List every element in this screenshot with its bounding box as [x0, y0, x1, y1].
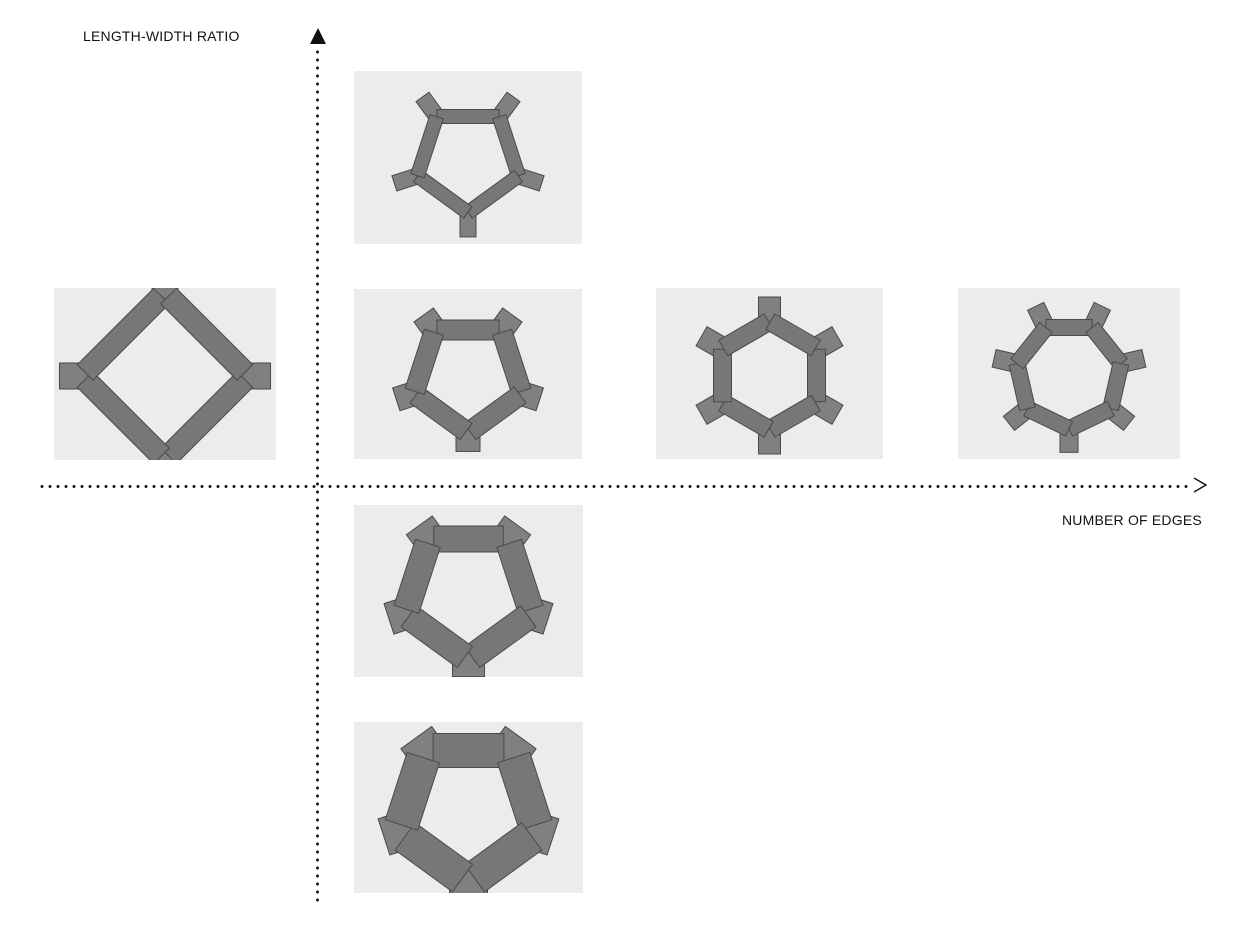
ring-model-drawing — [391, 91, 545, 238]
model-photo-square — [54, 288, 276, 460]
model-photo-pentagon-mid — [354, 289, 582, 459]
x-axis-arrowhead — [1193, 477, 1208, 493]
ring-model-drawing — [58, 288, 272, 460]
ring-model-drawing — [383, 515, 554, 677]
model-photo-pentagon-long — [354, 71, 582, 244]
model-photo-hexagon — [656, 288, 883, 459]
ring-model-drawing — [695, 296, 844, 455]
x-axis — [30, 477, 1210, 493]
model-photo-pentagon-square — [354, 722, 583, 893]
y-axis — [310, 28, 326, 904]
y-axis-arrowhead — [310, 28, 326, 44]
ring-model-drawing — [991, 301, 1147, 453]
x-axis-dotted-line — [38, 485, 1188, 488]
model-photo-heptagon — [958, 288, 1180, 459]
model-photo-pentagon-wide — [354, 505, 583, 677]
ring-model-drawing — [391, 307, 545, 452]
y-axis-label: LENGTH-WIDTH RATIO — [83, 28, 240, 44]
y-axis-dotted-line — [316, 48, 319, 904]
x-axis-label: NUMBER OF EDGES — [1062, 512, 1202, 528]
ring-model-drawing — [377, 725, 560, 893]
